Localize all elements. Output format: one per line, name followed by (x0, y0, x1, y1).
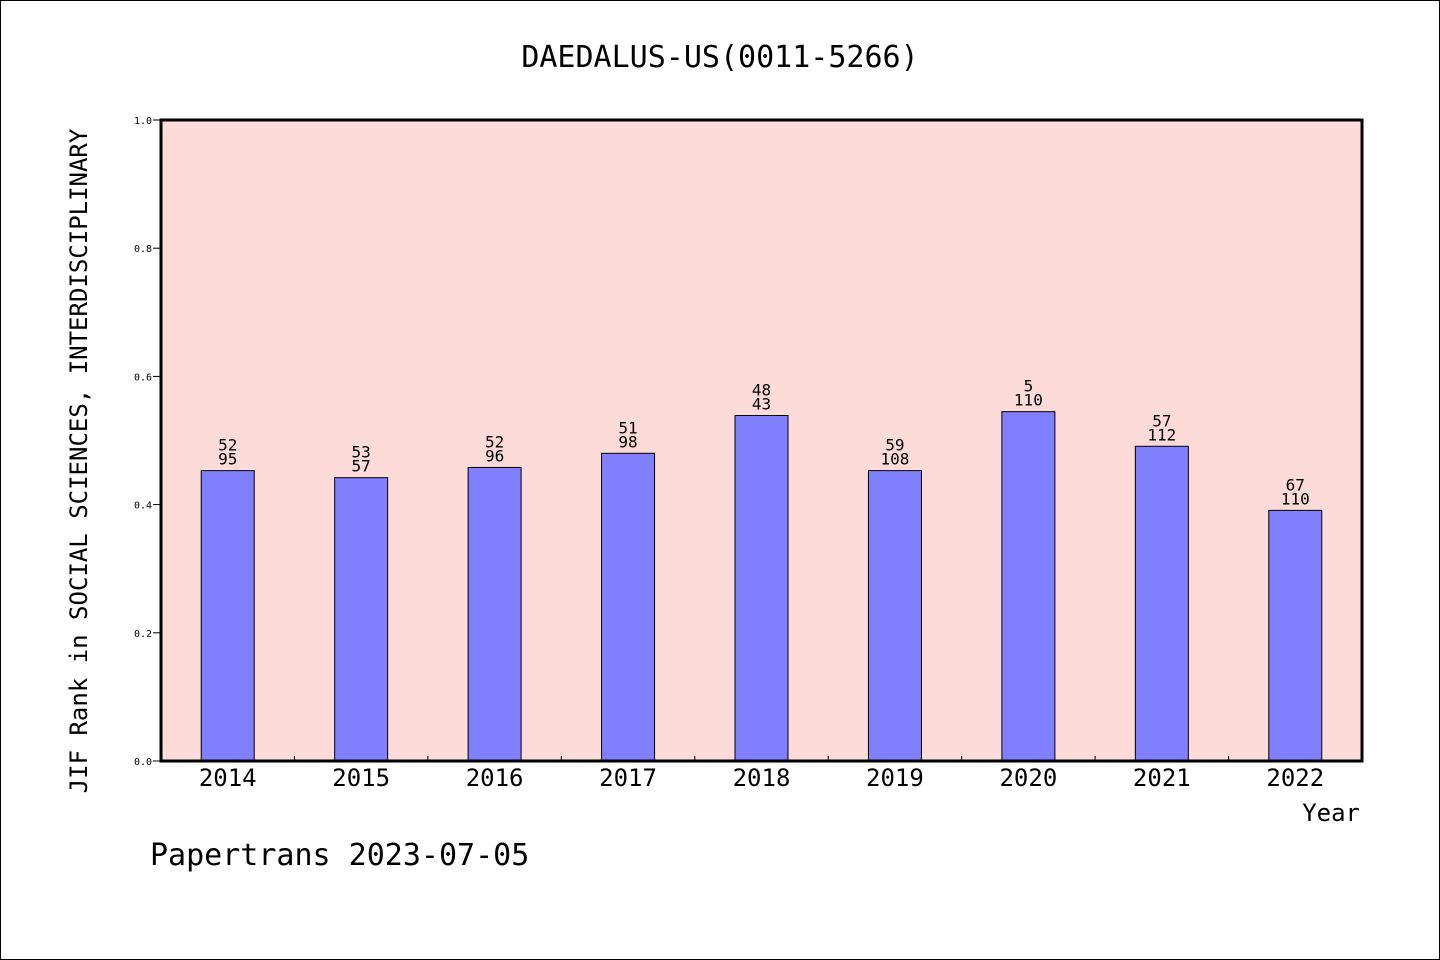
x-tick-label: 2014 (199, 764, 257, 792)
x-tick-label: 2015 (332, 764, 390, 792)
bar-2017 (601, 452, 656, 762)
x-tick-label: 2016 (466, 764, 524, 792)
y-tick-label: 0.0 (134, 757, 152, 768)
x-tick-label: 2017 (599, 764, 657, 792)
bar-2022 (1268, 509, 1323, 762)
y-axis: 0.0 0.2 0.4 0.6 0.8 1.0 (134, 116, 161, 768)
y-tick-label: 0.8 (134, 244, 152, 255)
bar-total-label: 112 (1147, 425, 1176, 444)
x-tick-label: 2020 (999, 764, 1057, 792)
x-axis-label: Year (1302, 799, 1360, 827)
bar-rank-label: 5 (1024, 377, 1034, 396)
x-tick-label: 2019 (866, 764, 924, 792)
bar-2015 (334, 477, 389, 762)
bar-total-label: 108 (880, 450, 909, 469)
x-tick-label: 2022 (1266, 764, 1324, 792)
bar-total-label: 110 (1281, 489, 1310, 508)
bar-rank-label: 67 (1286, 475, 1305, 494)
y-tick-label: 1.0 (134, 116, 152, 127)
bar-rank-label: 59 (885, 436, 904, 455)
y-tick-label: 0.2 (134, 629, 152, 640)
bar-total-label: 57 (352, 457, 371, 476)
bar-2021 (1134, 445, 1189, 762)
bar-rank-label: 53 (352, 443, 371, 462)
bar-2014 (200, 470, 255, 762)
bar-rank-label: 52 (218, 436, 237, 455)
bar-2020 (1001, 411, 1056, 762)
bar-total-label: 43 (752, 395, 771, 414)
x-tick-label: 2021 (1133, 764, 1191, 792)
y-axis-label: JIF Rank in SOCIAL SCIENCES, INTERDISCIP… (65, 128, 93, 793)
bar-rank-label: 52 (485, 432, 504, 451)
bar-2019 (867, 470, 922, 762)
bar-rank-label: 48 (752, 381, 771, 400)
bar-rank-label: 57 (1152, 411, 1171, 430)
bar-rank-label: 51 (618, 418, 637, 437)
x-axis: 2014 2015 2016 2017 2018 2019 2020 2021 2022 (199, 756, 1324, 792)
x-tick-label: 2018 (733, 764, 791, 792)
plot-border (159, 118, 1364, 763)
y-tick-label: 0.6 (134, 372, 152, 383)
bar-total-label: 98 (618, 432, 637, 451)
bar-2016 (467, 466, 522, 762)
bar-total-label: 110 (1014, 391, 1043, 410)
bar-total-label: 96 (485, 446, 504, 465)
bar-total-label: 95 (218, 450, 237, 469)
footer-text: Papertrans 2023-07-05 (150, 838, 529, 873)
bar-2018 (734, 415, 789, 762)
chart-title: DAEDALUS-US(0011-5266) (521, 40, 918, 75)
y-tick-label: 0.4 (134, 501, 152, 512)
